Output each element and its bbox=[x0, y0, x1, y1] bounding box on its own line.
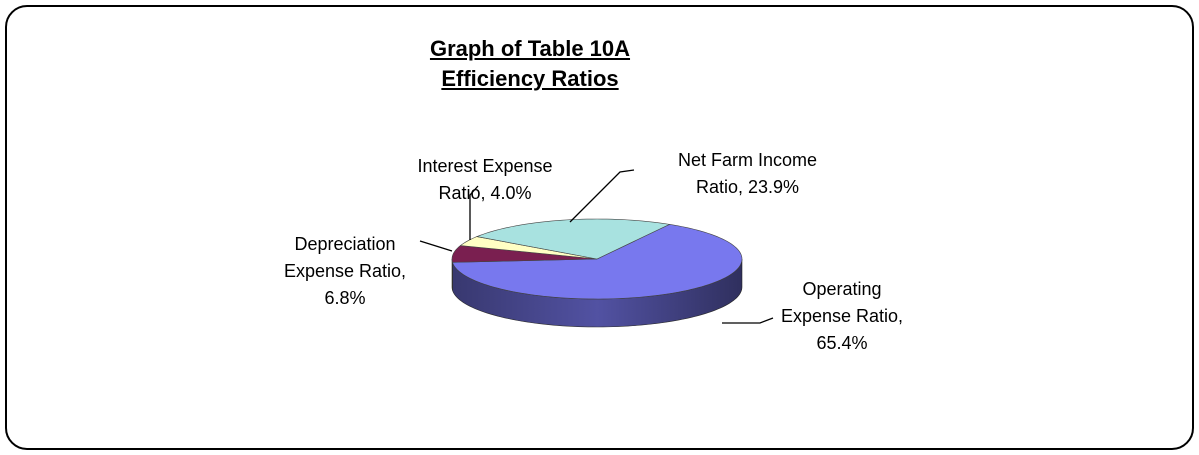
label-name: Depreciation Expense Ratio, bbox=[283, 234, 407, 281]
label-value: 6.8% bbox=[324, 288, 366, 308]
leader-line bbox=[469, 185, 479, 240]
slice-side-shade bbox=[452, 259, 742, 327]
label-value: 4.0% bbox=[490, 183, 532, 203]
leader-line bbox=[419, 240, 453, 252]
label-value: 65.4% bbox=[816, 333, 868, 353]
pie bbox=[451, 218, 743, 328]
label-name: Operating Expense Ratio, bbox=[780, 279, 904, 326]
slice-side-shade bbox=[452, 259, 453, 291]
slice bbox=[475, 218, 671, 260]
label-name: Interest Expense Ratio, bbox=[417, 156, 553, 203]
slice-label: Operating Expense Ratio, 65.4% bbox=[772, 276, 912, 357]
slice bbox=[451, 245, 598, 263]
chart-frame bbox=[5, 5, 1194, 450]
slice-label: Interest Expense Ratio, 4.0% bbox=[400, 153, 570, 207]
slice bbox=[452, 224, 743, 300]
chart-title: Graph of Table 10A bbox=[429, 36, 631, 61]
slice-label: Net Farm Income Ratio, 23.9% bbox=[660, 147, 835, 201]
slice bbox=[459, 236, 598, 260]
leader-line bbox=[722, 317, 774, 324]
chart-subtitle: Efficiency Ratios bbox=[441, 66, 619, 91]
leader-line bbox=[569, 169, 635, 223]
label-name: Net Farm Income Ratio, bbox=[677, 150, 818, 197]
label-value: 23.9% bbox=[748, 177, 800, 197]
slice-label: Depreciation Expense Ratio, 6.8% bbox=[270, 231, 420, 312]
